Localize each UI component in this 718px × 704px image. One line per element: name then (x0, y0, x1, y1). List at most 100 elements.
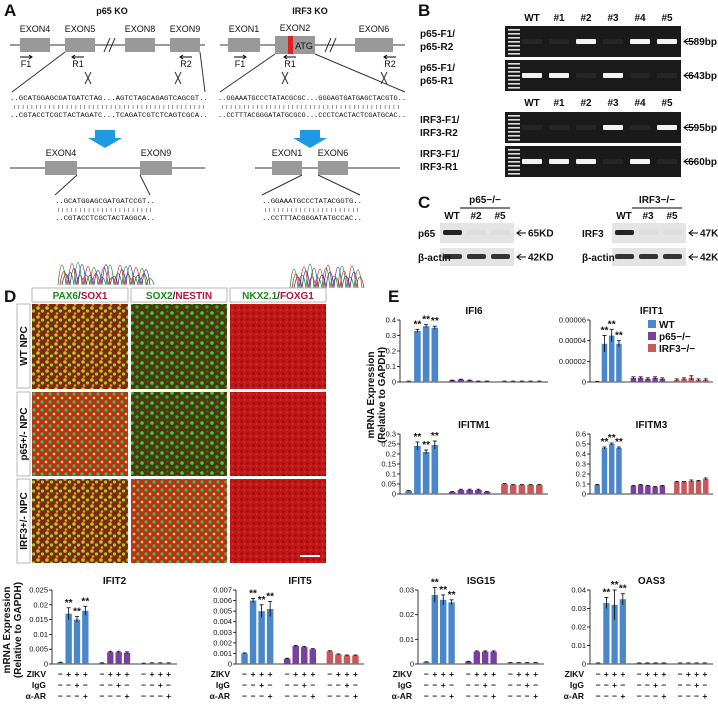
y-tick-label: 0 (392, 378, 396, 387)
y-tick-label: 0.00004 (559, 336, 586, 345)
start-codon: ATG (295, 41, 313, 51)
gel-band (576, 39, 596, 44)
bar (601, 343, 608, 382)
condition-sign: + (353, 691, 358, 701)
condition-sign: − (653, 691, 658, 701)
lane-label: WT (524, 13, 540, 24)
exon-label: EXON6 (359, 24, 390, 34)
exon (355, 38, 393, 52)
ladder-band (508, 53, 520, 55)
ladder-band (508, 49, 520, 51)
bar (518, 485, 526, 494)
band-size: 47KD (700, 229, 718, 240)
significance: ** (601, 437, 609, 448)
bar (594, 381, 600, 382)
lane-label: #4 (634, 13, 646, 24)
exon (318, 161, 348, 175)
bar (448, 492, 456, 494)
condition-sign: − (327, 691, 332, 701)
gel-band (630, 39, 650, 44)
protein-band (639, 230, 658, 235)
condition-sign: + (533, 691, 538, 701)
ladder-band (508, 79, 520, 81)
sequence: ..CCTTTACGGGATATGCCAC.. (262, 215, 362, 222)
y-tick-label: 0.005 (29, 645, 48, 654)
condition-sign: − (604, 680, 609, 690)
condition-sign: − (242, 669, 247, 679)
chart-title: IFITM3 (636, 420, 668, 431)
condition-sign: − (424, 691, 429, 701)
gel-band (576, 73, 596, 78)
condition-sign: − (694, 691, 699, 701)
y-tick-label: 0.6 (576, 430, 586, 439)
condition-sign: + (620, 669, 625, 679)
header-box (130, 287, 228, 303)
bar (515, 662, 522, 664)
exon-label: EXON5 (65, 24, 96, 34)
bar (695, 481, 702, 494)
bar (148, 663, 156, 664)
y-tick-label: 0 (582, 660, 586, 669)
band-size: 595bp (688, 123, 717, 134)
gel-band (630, 159, 650, 164)
condition-sign: − (166, 680, 171, 690)
ladder-band (508, 157, 520, 159)
y-tick-label: 0.15 (381, 460, 396, 469)
bar (630, 377, 637, 382)
ladder-band (508, 71, 520, 73)
gel-band (603, 125, 623, 130)
condition-sign: − (533, 680, 538, 690)
condition-sign: + (158, 680, 163, 690)
y-tick-label: 0.004 (213, 617, 232, 626)
bar (448, 380, 456, 382)
significance: ** (619, 584, 627, 595)
y-tick-label: 0.002 (213, 638, 232, 647)
condition-sign: − (268, 680, 273, 690)
condition-sign: + (702, 669, 707, 679)
condition-sign: + (125, 669, 130, 679)
condition-label: α-AR (392, 691, 412, 701)
condition-sign: + (83, 691, 88, 701)
bar (659, 486, 666, 494)
condition-sign: − (293, 680, 298, 690)
y-tick-label: 0.02 (571, 623, 586, 632)
bar (249, 600, 257, 664)
y-tick-label: 0.1 (576, 480, 586, 489)
row-label: IRF3+/- NPC (19, 492, 30, 550)
bar (475, 381, 482, 382)
actin-band (663, 254, 682, 259)
condition-sign: − (702, 680, 707, 690)
y-tick-label: 0.01 (571, 641, 586, 650)
bar (501, 484, 508, 494)
bar (414, 446, 421, 494)
bar (637, 377, 644, 382)
condition-label: α-AR (210, 691, 230, 701)
actin-band (467, 254, 486, 259)
primer-pair: IRF3-F1/ (420, 149, 460, 160)
lane-label: #1 (553, 13, 565, 24)
bar (594, 485, 600, 494)
column-header: PAX6/SOX1 (53, 291, 108, 302)
bar (266, 609, 274, 664)
condition-sign: + (474, 669, 479, 679)
bar (123, 652, 131, 664)
size-arrow (688, 229, 698, 237)
primer-label: R1 (284, 59, 296, 69)
condition-sign: − (58, 691, 63, 701)
bar (659, 378, 666, 382)
bar (693, 663, 700, 664)
condition-sign: − (116, 691, 121, 701)
primer-label: F1 (21, 59, 32, 69)
bar (440, 599, 447, 664)
size-arrow (683, 72, 694, 79)
condition-sign: − (58, 680, 63, 690)
micrograph (131, 392, 227, 476)
bar (532, 662, 539, 664)
marker-name: SOX1 (81, 291, 108, 302)
condition-label: ZIKV (27, 669, 47, 679)
condition-sign: + (150, 669, 155, 679)
legend-label: WT (659, 320, 675, 331)
ladder-band (508, 33, 520, 35)
condition-sign: + (125, 691, 130, 701)
condition-label: IgG (32, 680, 47, 690)
